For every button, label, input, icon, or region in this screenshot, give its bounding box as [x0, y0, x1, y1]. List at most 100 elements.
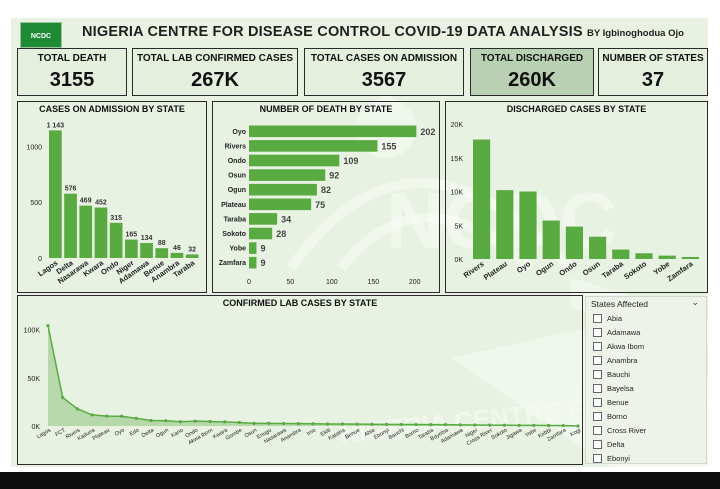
slicer-item[interactable]: Bayelsa [593, 382, 634, 395]
x-tick-label: Ekiti [320, 428, 332, 438]
data-label: 165 [126, 232, 138, 239]
slicer-item[interactable]: Delta [593, 438, 625, 451]
slicer-item[interactable]: Adamawa [593, 326, 640, 339]
slicer-item[interactable]: Benue [593, 396, 629, 409]
checkbox[interactable] [593, 356, 602, 365]
states-slicer[interactable]: States Affected ⌄ Abia Adamawa Akwa Ibom An… [585, 296, 707, 464]
slicer-item-label: Borno [607, 412, 628, 421]
bar [155, 248, 169, 258]
x-tick-label: Ebonyi [373, 428, 391, 442]
checkbox[interactable] [593, 426, 602, 435]
slicer-item[interactable]: Bauchi [593, 368, 630, 381]
bar [109, 222, 123, 258]
x-tick-label: Osun [244, 428, 258, 440]
checkbox[interactable] [593, 384, 602, 393]
data-point [193, 419, 197, 423]
y-tick-label: Plateau [221, 202, 246, 209]
y-tick-label: Ogun [228, 187, 246, 194]
checkbox[interactable] [593, 342, 602, 351]
data-point [385, 422, 389, 426]
x-tick-label: 0 [247, 279, 251, 286]
bar [249, 183, 317, 196]
slicer-item[interactable]: Abia [593, 312, 622, 325]
data-point [164, 419, 168, 423]
data-label: 34 [281, 214, 291, 224]
slicer-item[interactable]: Cross River [593, 424, 646, 437]
data-point [75, 407, 80, 411]
bar [125, 239, 138, 258]
bar [64, 193, 77, 258]
bar [519, 191, 537, 259]
chart-title: DISCHARGED CASES BY STATE [506, 104, 647, 114]
bar [249, 169, 326, 181]
data-point [311, 422, 315, 426]
x-tick-label: Edo [129, 428, 140, 438]
bar [249, 213, 278, 225]
data-point [149, 418, 153, 423]
x-tick-label: Plateau [92, 428, 111, 443]
chevron-down-icon[interactable]: ⌄ [691, 297, 699, 307]
x-tick-label: Zamfara [665, 259, 695, 284]
kpi-card-on-admission: TOTAL CASES ON ADMISSION 3567 [304, 48, 464, 96]
kpi-card-number-of-states: NUMBER OF STATES 37 [598, 48, 708, 96]
kpi-value: 260K [508, 69, 556, 91]
data-point [208, 419, 212, 424]
checkbox[interactable] [593, 454, 602, 463]
admission-chart-panel: CASES ON ADMISSION BY STATE 0 500 1000 1 14… [17, 101, 207, 293]
slicer-title: States Affected [591, 299, 649, 309]
x-tick-label: Taraba [600, 259, 626, 281]
series-line [47, 325, 579, 427]
bar [249, 140, 378, 152]
x-tick-label: Ogun [534, 259, 556, 278]
x-tick-label: Kano [170, 428, 184, 440]
slicer-item-label: Abia [607, 314, 623, 323]
data-point [61, 395, 65, 400]
y-tick-label: Taraba [224, 216, 247, 223]
data-point [561, 424, 565, 428]
x-tick-label: Niger [465, 427, 480, 439]
slicer-item[interactable]: Akwa Ibom [593, 340, 644, 353]
bar [612, 249, 630, 259]
kpi-label: TOTAL CASES ON ADMISSION [310, 53, 458, 64]
data-label: 134 [141, 235, 153, 242]
y-tick-label: Oyo [232, 129, 246, 136]
kpi-label: NUMBER OF STATES [602, 53, 704, 64]
data-label: 92 [329, 171, 339, 181]
y-tick-label: Ondo [228, 158, 246, 165]
data-point [370, 422, 374, 426]
x-tick-label: Sokoto [491, 428, 509, 442]
slicer-item[interactable]: Anambra [593, 354, 637, 367]
kpi-card-lab-confirmed: TOTAL LAB CONFIRMED CASES 267K [132, 48, 298, 96]
x-tick-label: Benue [344, 428, 361, 441]
checkbox[interactable] [593, 314, 602, 323]
slicer-item[interactable]: Ebonyi [593, 452, 630, 465]
y-tick-label: 15K [451, 156, 464, 163]
bar [249, 242, 257, 254]
checkbox[interactable] [593, 328, 602, 337]
checkbox[interactable] [593, 440, 602, 449]
data-point [267, 421, 271, 425]
checkbox[interactable] [593, 398, 602, 407]
kpi-value: 267K [191, 69, 239, 91]
y-tick-label: 10K [451, 190, 464, 197]
slicer-item[interactable]: Borno [593, 410, 627, 423]
checkbox[interactable] [593, 370, 602, 379]
bar [473, 139, 491, 259]
logo-text: NCDC [30, 33, 52, 40]
bar [249, 256, 257, 269]
kpi-card-total-death: TOTAL DEATH 3155 [17, 48, 127, 96]
kpi-card-discharged: TOTAL DISCHARGED 260K [470, 48, 594, 96]
x-tick-label: Jigawa [505, 427, 524, 441]
bar [249, 227, 273, 240]
data-point [399, 422, 403, 427]
data-label: 1 143 [47, 122, 65, 129]
checkbox[interactable] [593, 412, 602, 421]
author-byline: BY Igbinoghodua Ojo [587, 28, 684, 39]
y-tick-label: Yobe [229, 246, 246, 253]
bar [542, 220, 560, 259]
y-tick-label: 1000 [26, 144, 42, 151]
bar [249, 154, 340, 167]
